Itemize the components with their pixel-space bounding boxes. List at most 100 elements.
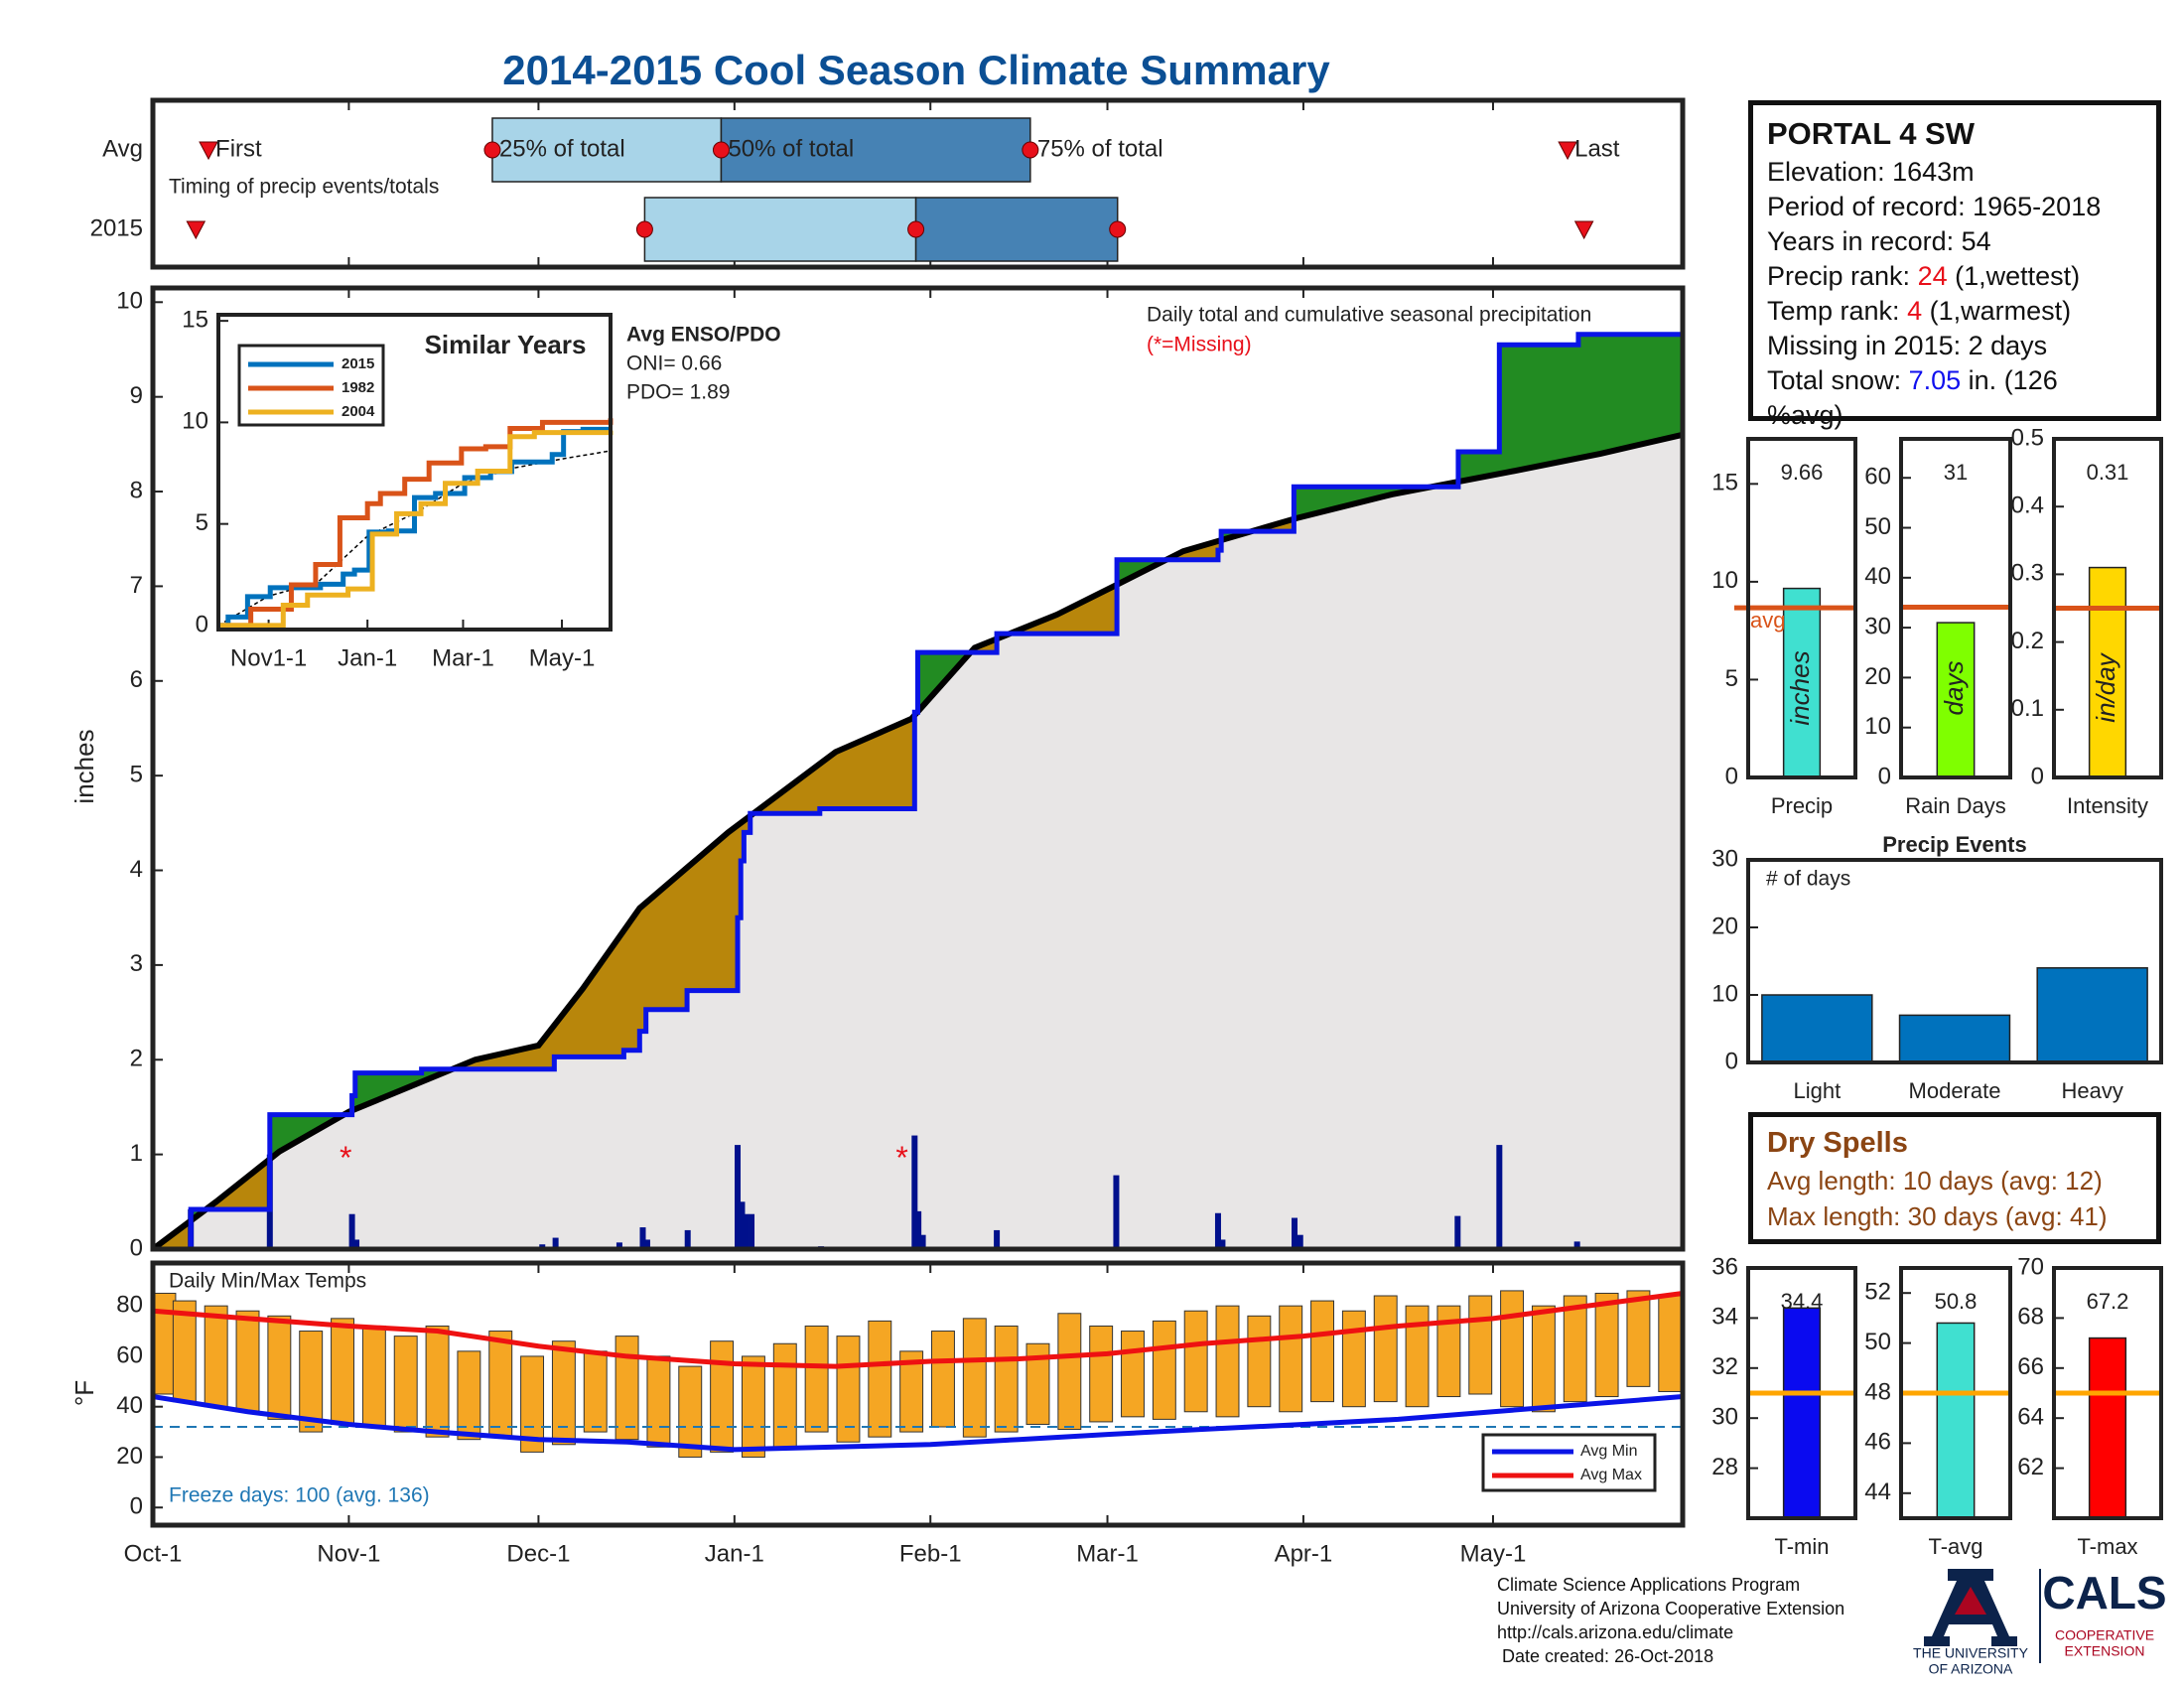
y-tick-label: 4 (130, 856, 143, 883)
temp-range-bar (868, 1320, 892, 1438)
row-label: Avg (102, 135, 143, 162)
panel-note: # of days (1766, 868, 1850, 891)
bar (1898, 1014, 2011, 1063)
bar (1936, 622, 1976, 778)
temp-range-bar (646, 1355, 671, 1448)
logo-text: THE UNIVERSITY (1913, 1645, 2029, 1661)
station-line: Temp rank: 4 (1,warmest) (1767, 294, 2142, 329)
y-tick-label: 0 (130, 1234, 143, 1261)
daily-bar (684, 1229, 691, 1249)
bar (2088, 1336, 2127, 1519)
temp-range-bar (520, 1355, 545, 1453)
value-label: 0.31 (2087, 460, 2129, 485)
bar (2088, 566, 2127, 778)
station-box: PORTAL 4 SW Elevation: 1643m Period of r… (1748, 100, 2161, 430)
temp-range-bar (152, 1292, 177, 1395)
temp-range-bar (931, 1331, 955, 1428)
y-tick-label: 44 (1864, 1478, 1891, 1505)
y-tick-label: 0.1 (2011, 695, 2044, 722)
temp-range-bar (1183, 1310, 1208, 1413)
missing-note: (*=Missing) (1147, 334, 1252, 356)
timing-label: 75% of total (1037, 135, 1163, 162)
temp-range-bar (331, 1318, 354, 1425)
daily-bar (643, 1239, 650, 1249)
daily-bar (552, 1237, 559, 1249)
station-line: Missing in 2015: 2 days (1767, 331, 2048, 360)
footer: Climate Science Applications Program Uni… (1497, 1573, 1844, 1668)
x-tick-label: May-1 (1460, 1540, 1527, 1567)
timing-dot (1109, 220, 1127, 238)
station-line: Period of record: 1965-2018 (1767, 192, 2102, 221)
temp-frame (150, 1260, 1686, 1528)
enso-line: ONI= 0.66 (626, 352, 722, 375)
timing-note: Timing of precip events/totals (169, 176, 439, 199)
bar-frame (1899, 1266, 2012, 1520)
temp-range-bar (1594, 1292, 1619, 1398)
y-tick-label: 15 (182, 306, 208, 333)
x-tick-label: Feb-1 (899, 1540, 962, 1567)
logo-a-inner (1955, 1587, 1986, 1615)
temp-range-bar (1373, 1295, 1398, 1403)
daily-bar (735, 1145, 742, 1249)
y-tick-label: 60 (1864, 464, 1891, 491)
x-tick-label: Mar-1 (432, 644, 494, 671)
category-label: Light (1793, 1078, 1841, 1103)
y-tick-label: 28 (1711, 1454, 1738, 1480)
temp-range-bar (1310, 1300, 1334, 1403)
y-tick-label: 0 (1878, 763, 1891, 789)
y-tick-label: 8 (130, 477, 143, 503)
y-tick-label: 5 (1725, 665, 1738, 692)
y-tick-label: 0 (2031, 763, 2044, 789)
timing-triangle (1558, 141, 1577, 161)
y-tick-label: 40 (116, 1392, 143, 1419)
annotation: Daily total and cumulative seasonal prec… (1147, 304, 1591, 327)
y-tick-label: 62 (2017, 1454, 2044, 1480)
y-tick-label: 0.4 (2011, 492, 2044, 519)
temp-range-bar (299, 1331, 324, 1433)
y-tick-label: 60 (116, 1341, 143, 1368)
y-tick-label: 10 (182, 408, 208, 435)
y-tick-label: 36 (1711, 1253, 1738, 1280)
category-label: T-min (1775, 1534, 1830, 1559)
timing-label: First (215, 135, 262, 162)
logo-text: EXTENSION (2065, 1643, 2145, 1659)
y-tick-label: 7 (130, 572, 143, 599)
category-label: Precip (1771, 793, 1833, 818)
y-axis-label: inches (69, 729, 99, 803)
timing-label: 50% of total (728, 135, 854, 162)
legend-label: Avg Min (1580, 1443, 1638, 1460)
station-line: Elevation: 1643m (1767, 157, 1975, 187)
daily-bar (743, 1213, 750, 1249)
y-tick-label: 0 (1725, 1048, 1738, 1074)
temp-range-bar (488, 1331, 513, 1438)
panel-title: Precip Events (1882, 832, 2027, 857)
note: in. (126 %avg) (1767, 365, 2058, 430)
daily-bar (1297, 1234, 1303, 1249)
y-tick-label: 80 (116, 1291, 143, 1318)
y-tick-label: 10 (1711, 567, 1738, 594)
footer-line: University of Arizona Cooperative Extens… (1497, 1599, 1845, 1618)
y-tick-label: 30 (1711, 1404, 1738, 1431)
y-tick-label: 9 (130, 382, 143, 409)
bar-frame (2052, 1266, 2163, 1520)
y-tick-label: 20 (116, 1443, 143, 1470)
y-tick-label: 0 (1725, 763, 1738, 789)
temp-range-bar (772, 1342, 797, 1448)
timing-dot (907, 220, 925, 238)
y-tick-label: 10 (116, 288, 143, 315)
temp-range-bar (1279, 1305, 1303, 1413)
daily-bar (1219, 1239, 1226, 1249)
temp-range-bar (267, 1315, 292, 1420)
missing-marker: * (340, 1140, 351, 1176)
label: Precip rank: (1767, 261, 1911, 291)
temp-range-bar (1658, 1295, 1683, 1392)
y-tick-label: 5 (196, 509, 208, 536)
y-tick-label: 46 (1864, 1429, 1891, 1456)
temp-title: Daily Min/Max Temps (169, 1270, 366, 1293)
temp-range-bar (1405, 1305, 1430, 1408)
unit-label: inches (1785, 650, 1815, 725)
avg-temp-line (152, 1290, 1684, 1369)
category-label: Intensity (2067, 793, 2148, 818)
footer-line: Date created: 26-Oct-2018 (1502, 1646, 1714, 1666)
